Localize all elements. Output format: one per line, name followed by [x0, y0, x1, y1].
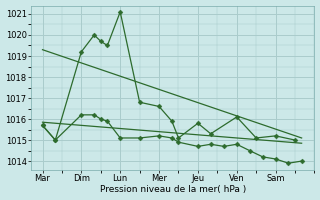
X-axis label: Pression niveau de la mer( hPa ): Pression niveau de la mer( hPa ) [100, 185, 246, 194]
